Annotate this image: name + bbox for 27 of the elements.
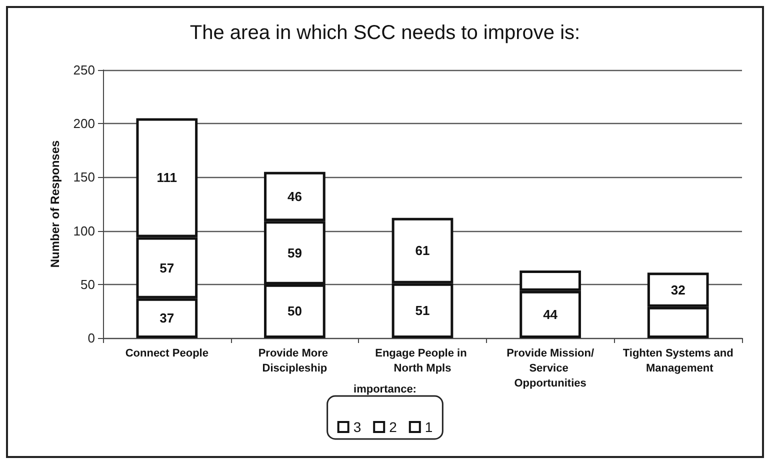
x-tick-label: Engage People in North Mpls [375, 348, 470, 374]
y-tick-label: 200 [73, 116, 95, 132]
data-label: 37 [160, 310, 174, 326]
y-tick-label: 50 [80, 276, 95, 292]
x-tick-label: Provide Mission/Service Opportunities [506, 348, 594, 390]
x-tick-label: Provide More Discipleship [258, 348, 332, 374]
data-label: 51 [415, 303, 430, 318]
data-label: 111 [156, 170, 178, 186]
legend-title: importance: [354, 384, 416, 396]
x-tick-label: Connect People [125, 348, 208, 360]
data-label: 59 [287, 245, 302, 260]
data-label: 50 [287, 304, 302, 319]
y-tick-label: 150 [73, 170, 95, 185]
y-axis-title: Number of Responses [48, 140, 62, 268]
legend-label: 1 [424, 419, 433, 435]
x-tick-label: Tighten Systems and Management [622, 348, 734, 374]
y-tick-label: 0 [88, 330, 95, 346]
data-label: 44 [543, 306, 558, 322]
chart-title: The area in which SCC needs to improve is: [190, 22, 580, 44]
data-label: 32 [670, 282, 686, 298]
data-label: 61 [415, 243, 430, 258]
legend-label: 2 [389, 419, 398, 435]
data-label: 46 [287, 188, 302, 204]
y-tick-label: 250 [73, 62, 95, 78]
legend-label: 3 [353, 419, 362, 435]
y-tick-label: 100 [73, 223, 95, 238]
data-label: 57 [160, 260, 174, 276]
